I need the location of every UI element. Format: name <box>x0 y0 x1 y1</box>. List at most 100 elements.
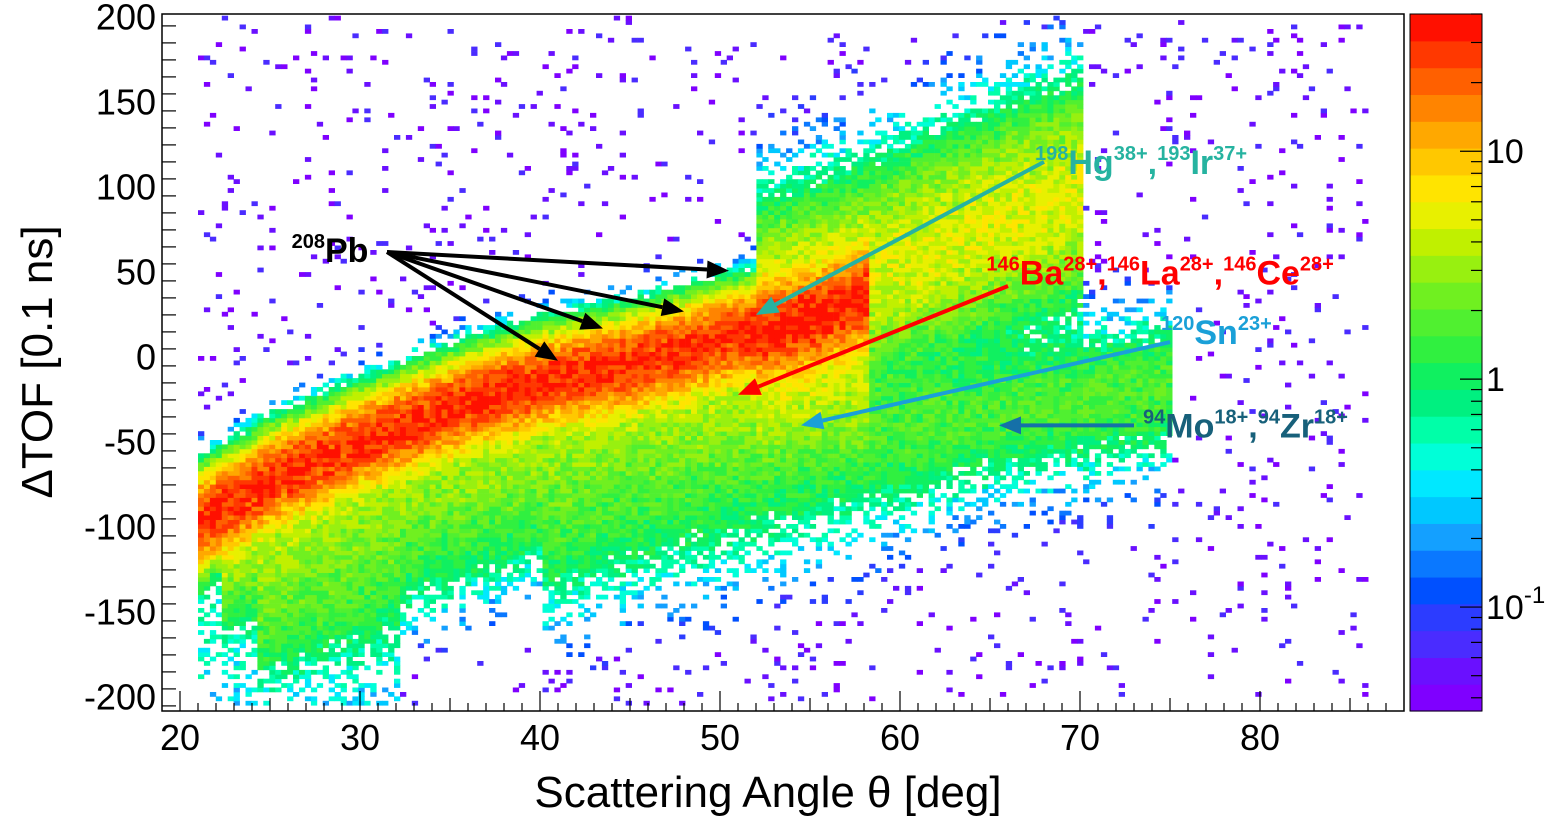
heatmap-cell <box>287 687 294 693</box>
heatmap-cell <box>299 585 306 591</box>
heatmap-cell <box>489 347 496 352</box>
heatmap-cell <box>405 506 413 512</box>
heatmap-cell <box>328 577 335 582</box>
heatmap-cell <box>495 519 502 525</box>
heatmap-cell <box>459 475 466 481</box>
heatmap-cell <box>518 400 526 405</box>
heatmap-cell <box>340 497 347 503</box>
heatmap-cell <box>637 342 644 348</box>
heatmap-cell <box>263 510 270 516</box>
heatmap-cell <box>441 603 448 609</box>
heatmap-cell <box>625 466 632 472</box>
heatmap-cell <box>245 488 252 494</box>
heatmap-cell <box>382 590 389 596</box>
heatmap-cell <box>245 422 252 428</box>
heatmap-cell <box>500 541 508 547</box>
heatmap-cell <box>596 298 603 304</box>
heatmap-cell <box>572 462 579 467</box>
heatmap-cell <box>370 484 377 489</box>
heatmap-cell <box>382 501 389 507</box>
heatmap-cell <box>388 479 395 485</box>
heatmap-cell <box>287 360 294 366</box>
heatmap-cell <box>465 581 472 587</box>
heatmap-cell <box>245 417 252 423</box>
heatmap-cell <box>257 440 264 445</box>
heatmap-cell <box>584 435 591 441</box>
heatmap-cell <box>322 616 329 622</box>
heatmap-cell <box>465 466 472 472</box>
heatmap-cell <box>578 559 585 565</box>
heatmap-cell <box>376 630 383 635</box>
heatmap-cell <box>417 515 425 520</box>
heatmap-cell <box>405 387 413 392</box>
heatmap-cell <box>233 546 240 551</box>
heatmap-cell <box>257 245 264 251</box>
heatmap-cell <box>227 563 234 569</box>
heatmap-cell <box>489 338 496 344</box>
heatmap-cell <box>269 448 276 454</box>
heatmap-cell <box>328 532 335 538</box>
heatmap-cell <box>275 616 282 622</box>
heatmap-cell <box>293 417 300 423</box>
heatmap-cell <box>370 577 377 582</box>
heatmap-cell <box>245 484 252 489</box>
heatmap-cell <box>322 581 329 587</box>
heatmap-cell <box>453 426 460 432</box>
heatmap-cell <box>495 378 502 383</box>
heatmap-cell <box>376 488 383 494</box>
heatmap-cell <box>512 51 520 56</box>
heatmap-cell <box>417 444 425 450</box>
heatmap-cell <box>417 387 425 392</box>
heatmap-cell <box>281 647 288 653</box>
heatmap-cell <box>316 387 324 392</box>
heatmap-cell <box>483 378 490 383</box>
heatmap-cell <box>263 625 270 631</box>
heatmap-cell <box>435 440 442 445</box>
heatmap-cell <box>500 360 508 366</box>
heatmap-cell <box>489 395 496 401</box>
heatmap-cell <box>263 559 270 565</box>
heatmap-cell <box>495 77 502 83</box>
heatmap-cell <box>352 33 359 39</box>
heatmap-cell <box>477 559 484 565</box>
heatmap-cell <box>554 554 561 560</box>
heatmap-cell <box>584 440 591 445</box>
heatmap-cell <box>643 329 650 335</box>
heatmap-cell <box>566 524 573 529</box>
heatmap-cell <box>394 369 401 375</box>
heatmap-cell <box>631 471 638 476</box>
heatmap-cell <box>542 395 549 401</box>
heatmap-cell <box>518 550 526 556</box>
heatmap-cell <box>281 581 288 587</box>
heatmap-cell <box>394 603 401 609</box>
heatmap-cell <box>233 471 240 476</box>
heatmap-cell <box>607 493 615 498</box>
heatmap-cell <box>215 524 223 529</box>
heatmap-cell <box>310 656 318 662</box>
heatmap-cell <box>435 347 442 352</box>
heatmap-cell <box>376 638 383 644</box>
heatmap-cell <box>590 311 597 317</box>
heatmap-cell <box>429 373 436 379</box>
heatmap-cell <box>578 440 585 445</box>
heatmap-cell <box>625 382 632 388</box>
heatmap-cell <box>281 444 288 450</box>
heatmap-cell <box>358 475 365 481</box>
heatmap-cell <box>417 157 425 162</box>
heatmap-cell <box>524 524 531 529</box>
heatmap-cell <box>423 484 430 489</box>
heatmap-cell <box>304 444 312 450</box>
heatmap-cell <box>233 616 240 622</box>
heatmap-cell <box>613 369 621 375</box>
heatmap-cell <box>275 643 282 649</box>
heatmap-cell <box>613 342 621 348</box>
heatmap-cell <box>530 484 537 489</box>
heatmap-cell <box>447 382 454 388</box>
heatmap-cell <box>477 426 484 432</box>
heatmap-cell <box>536 391 543 397</box>
heatmap-cell <box>500 395 508 401</box>
heatmap-cell <box>447 356 454 361</box>
heatmap-cell <box>251 546 258 551</box>
heatmap-cell <box>429 285 436 291</box>
heatmap-cell <box>500 519 508 525</box>
